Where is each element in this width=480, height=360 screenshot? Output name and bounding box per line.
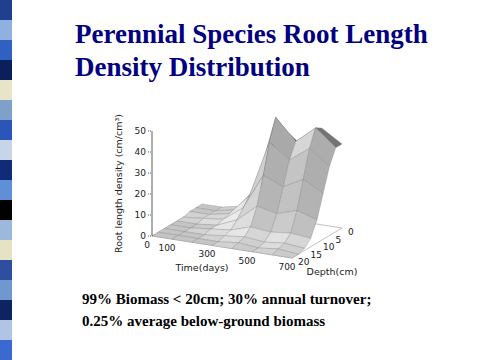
svg-text:500: 500 bbox=[238, 256, 255, 266]
svg-text:10: 10 bbox=[135, 210, 147, 220]
svg-text:40: 40 bbox=[135, 147, 147, 157]
svg-text:20: 20 bbox=[135, 189, 147, 199]
svg-text:10: 10 bbox=[323, 242, 335, 252]
svg-text:0: 0 bbox=[140, 231, 146, 241]
svg-text:300: 300 bbox=[198, 249, 215, 259]
svg-text:700: 700 bbox=[278, 262, 295, 272]
svg-text:100: 100 bbox=[158, 243, 175, 253]
svg-text:5: 5 bbox=[336, 235, 342, 245]
svg-text:Root length density (cm/cm³): Root length density (cm/cm³) bbox=[113, 114, 124, 253]
svg-text:50: 50 bbox=[135, 126, 147, 136]
svg-text:0: 0 bbox=[144, 240, 150, 250]
svg-text:0: 0 bbox=[348, 227, 354, 237]
html-text:99% Biomass < 20cm; 30% annual: 99% Biomass < 20cm; 30% annual turnover; bbox=[82, 291, 372, 307]
svg-text:Time(days): Time(days) bbox=[174, 262, 228, 273]
svg-text:Depth(cm): Depth(cm) bbox=[307, 266, 358, 277]
svg-text:15: 15 bbox=[311, 250, 322, 260]
svg-text:20: 20 bbox=[298, 257, 310, 267]
html-text:Perennial Species Root Length: Perennial Species Root Length Density Di… bbox=[75, 19, 428, 82]
svg-text:30: 30 bbox=[135, 168, 147, 178]
html-text:0.25% average below-ground bio: 0.25% average below-ground biomass bbox=[82, 313, 326, 329]
